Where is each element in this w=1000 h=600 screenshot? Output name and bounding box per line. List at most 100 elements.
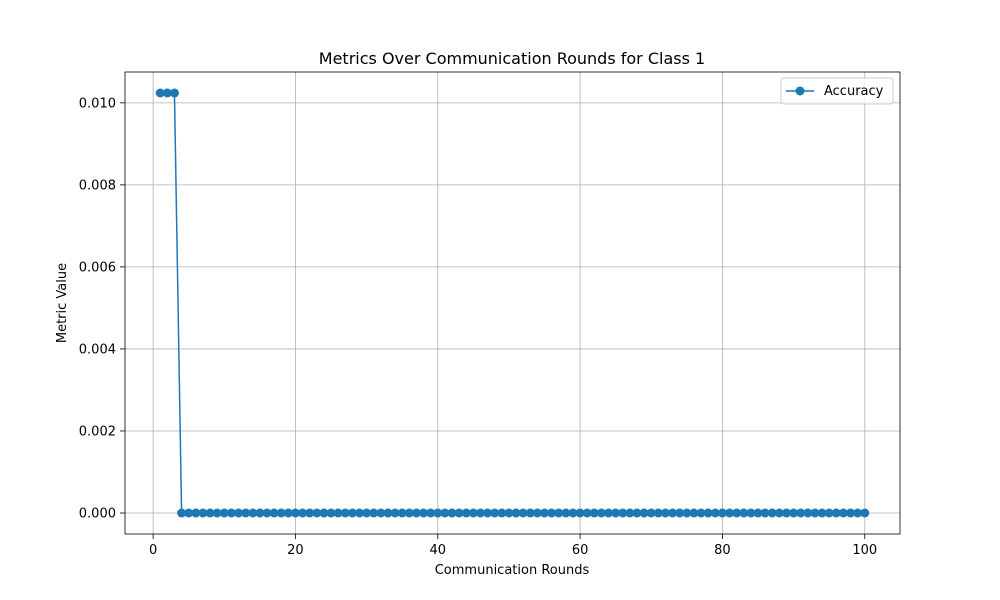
data-point bbox=[774, 508, 784, 518]
data-point bbox=[803, 508, 813, 518]
data-point bbox=[241, 508, 251, 518]
data-point bbox=[511, 508, 521, 518]
data-point bbox=[212, 508, 222, 518]
data-point bbox=[582, 508, 592, 518]
x-tick-label: 100 bbox=[852, 543, 877, 558]
data-point bbox=[461, 508, 471, 518]
data-point bbox=[853, 508, 863, 518]
y-tick-label: 0.006 bbox=[79, 260, 116, 275]
data-point bbox=[639, 508, 649, 518]
data-point bbox=[682, 508, 692, 518]
data-point bbox=[198, 508, 208, 518]
data-point bbox=[269, 508, 279, 518]
data-point bbox=[419, 508, 429, 518]
data-point bbox=[831, 508, 841, 518]
plot-frame bbox=[124, 71, 901, 535]
data-point bbox=[781, 508, 791, 518]
data-point bbox=[767, 508, 777, 518]
x-axis-label: Communication Rounds bbox=[435, 563, 590, 578]
data-point bbox=[810, 508, 820, 518]
legend-box bbox=[780, 77, 894, 105]
data-point bbox=[525, 508, 535, 518]
data-point bbox=[561, 508, 571, 518]
data-point bbox=[205, 508, 215, 518]
data-point bbox=[625, 508, 635, 518]
data-point bbox=[426, 508, 436, 518]
data-point bbox=[369, 508, 379, 518]
data-point bbox=[219, 508, 229, 518]
y-axis-label: Metric Value bbox=[55, 263, 70, 343]
data-point bbox=[184, 508, 194, 518]
y-tick-label: 0.008 bbox=[79, 178, 116, 193]
data-point bbox=[447, 508, 457, 518]
data-point bbox=[475, 508, 485, 518]
data-point bbox=[248, 508, 258, 518]
y-tick-label: 0.010 bbox=[79, 96, 116, 111]
data-point bbox=[611, 508, 621, 518]
data-point bbox=[604, 508, 614, 518]
y-tick-label: 0.002 bbox=[79, 424, 116, 439]
data-point bbox=[354, 508, 364, 518]
x-tick-label: 80 bbox=[714, 543, 731, 558]
data-point bbox=[789, 508, 799, 518]
x-tick-label: 20 bbox=[287, 543, 304, 558]
data-point bbox=[397, 508, 407, 518]
data-point bbox=[497, 508, 507, 518]
data-point bbox=[618, 508, 628, 518]
data-point bbox=[319, 508, 329, 518]
x-tick-label: 0 bbox=[149, 543, 157, 558]
data-point bbox=[547, 508, 557, 518]
x-tick-label: 40 bbox=[430, 543, 447, 558]
data-point bbox=[739, 508, 749, 518]
data-point bbox=[817, 508, 827, 518]
data-point bbox=[433, 508, 443, 518]
data-point bbox=[333, 508, 343, 518]
data-point bbox=[596, 508, 606, 518]
data-point bbox=[404, 508, 414, 518]
data-point bbox=[362, 508, 372, 518]
data-point bbox=[838, 508, 848, 518]
data-point bbox=[760, 508, 770, 518]
data-point bbox=[518, 508, 528, 518]
data-point bbox=[440, 508, 450, 518]
data-point bbox=[347, 508, 357, 518]
data-point bbox=[675, 508, 685, 518]
data-point bbox=[376, 508, 386, 518]
legend-marker-accuracy bbox=[795, 86, 805, 96]
data-point bbox=[589, 508, 599, 518]
data-point bbox=[661, 508, 671, 518]
data-point bbox=[696, 508, 706, 518]
data-point bbox=[846, 508, 856, 518]
data-point bbox=[162, 88, 172, 98]
data-point bbox=[411, 508, 421, 518]
data-point bbox=[276, 508, 286, 518]
data-point bbox=[255, 508, 265, 518]
data-point bbox=[732, 508, 742, 518]
data-point bbox=[725, 508, 735, 518]
data-point bbox=[155, 88, 165, 98]
y-tick-label: 0.004 bbox=[79, 342, 116, 357]
data-point bbox=[532, 508, 542, 518]
data-point bbox=[689, 508, 699, 518]
data-point bbox=[290, 508, 300, 518]
data-point bbox=[191, 508, 201, 518]
y-tick-label: 0.000 bbox=[79, 507, 116, 522]
data-point bbox=[390, 508, 400, 518]
legend: Accuracy bbox=[780, 77, 894, 105]
data-point bbox=[710, 508, 720, 518]
series-layer bbox=[155, 88, 870, 518]
data-point bbox=[283, 508, 293, 518]
legend-label-accuracy: Accuracy bbox=[824, 84, 884, 99]
data-point bbox=[177, 508, 187, 518]
chart-title: Metrics Over Communication Rounds for Cl… bbox=[319, 49, 705, 68]
data-point bbox=[340, 508, 350, 518]
data-point bbox=[746, 508, 756, 518]
data-point bbox=[717, 508, 727, 518]
data-point bbox=[262, 508, 272, 518]
data-point bbox=[483, 508, 493, 518]
data-point bbox=[305, 508, 315, 518]
data-point bbox=[668, 508, 678, 518]
data-point bbox=[554, 508, 564, 518]
data-point bbox=[468, 508, 478, 518]
